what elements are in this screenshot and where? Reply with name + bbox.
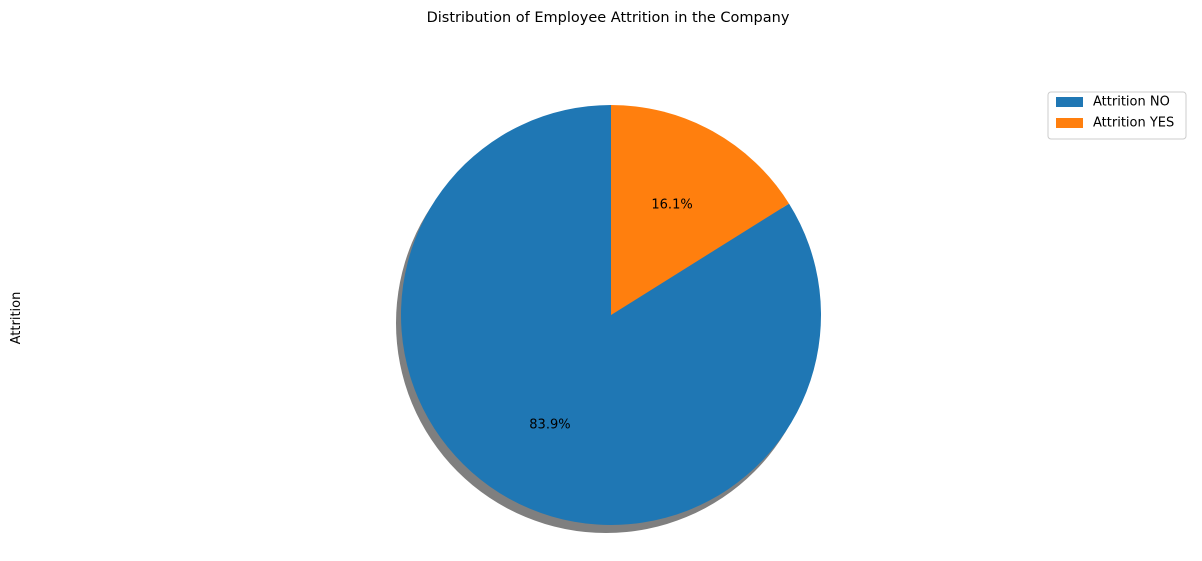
pie-labels: 83.9% 16.1% xyxy=(529,197,692,432)
pie-slice-pct-label: 16.1% xyxy=(651,197,692,212)
pie-slice-pct-label: 83.9% xyxy=(529,418,570,433)
pie-slice-attrition-yes xyxy=(611,105,790,315)
legend-label: Attrition YES xyxy=(1093,116,1174,131)
legend-label: Attrition NO xyxy=(1093,95,1170,110)
legend: Attrition NO Attrition YES xyxy=(1047,91,1187,140)
pie-slices xyxy=(401,105,821,526)
y-axis-label: Attrition xyxy=(9,292,24,345)
pie-slice-attrition-no xyxy=(401,105,821,526)
legend-swatch xyxy=(1056,118,1083,128)
legend-swatch xyxy=(1056,97,1083,107)
chart-title: Distribution of Employee Attrition in th… xyxy=(427,10,790,26)
